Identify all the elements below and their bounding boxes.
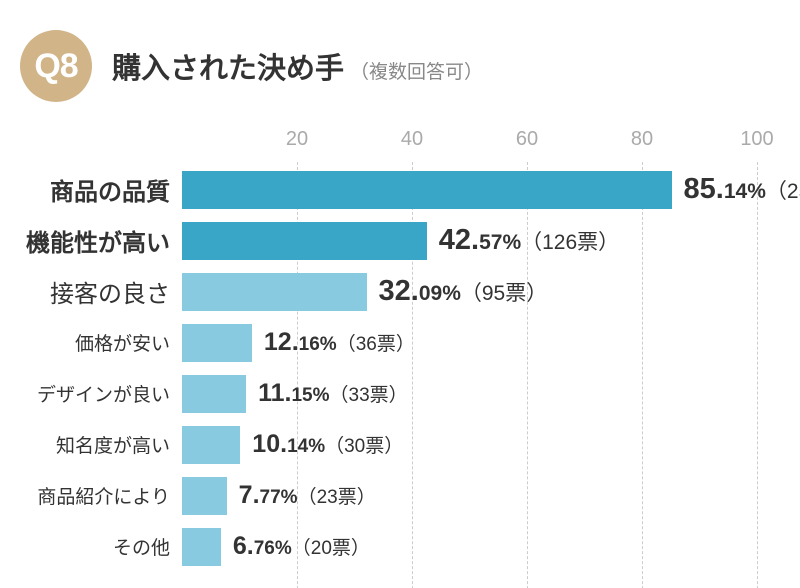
row-label: 接客の良さ: [50, 274, 182, 309]
bar: [182, 528, 221, 566]
percent-fraction: 09%: [419, 282, 461, 306]
votes-count: （20票）: [292, 533, 370, 560]
axis-tick: 40: [401, 128, 423, 151]
votes-count: （30票）: [325, 431, 403, 458]
row-label: 機能性が高い: [26, 223, 182, 258]
percent-integer: 12.: [264, 328, 299, 357]
chart-row: 価格が安い12.16%（36票）: [182, 317, 760, 368]
value-label: 12.16%（36票）: [264, 328, 415, 357]
votes-count: （33票）: [330, 380, 408, 407]
bar: [182, 222, 427, 260]
row-label: デザインが良い: [37, 380, 182, 407]
title-subtitle: （複数回答可）: [350, 57, 483, 84]
votes-count: （36票）: [337, 329, 415, 356]
x-axis: 20406080100: [182, 128, 760, 162]
percent-integer: 32.: [379, 275, 419, 308]
votes-count: （23票）: [298, 482, 376, 509]
row-label: その他: [113, 533, 182, 560]
votes-count: （252票）: [766, 175, 800, 205]
chart-row: 機能性が高い42.57%（126票）: [182, 215, 760, 266]
percent-fraction: 16%: [299, 334, 337, 356]
question-header: Q8 購入された決め手 （複数回答可）: [0, 0, 800, 128]
chart-row: デザインが良い11.15%（33票）: [182, 368, 760, 419]
value-label: 7.77%（23票）: [239, 481, 376, 510]
question-badge: Q8: [20, 30, 92, 102]
bar: [182, 273, 367, 311]
percent-fraction: 15%: [291, 385, 329, 407]
row-label: 価格が安い: [75, 329, 182, 356]
bar: [182, 171, 672, 209]
chart-rows: 商品の品質85.14%（252票）機能性が高い42.57%（126票）接客の良さ…: [182, 162, 760, 572]
chart-row: 知名度が高い10.14%（30票）: [182, 419, 760, 470]
axis-tick: 80: [631, 128, 653, 151]
bar: [182, 324, 252, 362]
question-title: 購入された決め手 （複数回答可）: [112, 45, 483, 87]
bar: [182, 375, 246, 413]
percent-integer: 85.: [684, 173, 724, 206]
value-label: 85.14%（252票）: [684, 173, 800, 206]
percent-fraction: 14%: [724, 180, 766, 204]
bar: [182, 477, 227, 515]
axis-tick: 100: [740, 128, 773, 151]
bar-chart: 20406080100 商品の品質85.14%（252票）機能性が高い42.57…: [182, 128, 760, 572]
axis-tick: 60: [516, 128, 538, 151]
value-label: 32.09%（95票）: [379, 275, 548, 308]
percent-integer: 10.: [252, 430, 287, 459]
row-label: 商品の品質: [50, 172, 182, 207]
row-label: 知名度が高い: [56, 431, 182, 458]
percent-integer: 6.: [233, 532, 254, 561]
value-label: 10.14%（30票）: [252, 430, 403, 459]
percent-fraction: 77%: [260, 487, 298, 509]
percent-integer: 42.: [439, 224, 479, 257]
percent-fraction: 57%: [479, 231, 521, 255]
value-label: 6.76%（20票）: [233, 532, 370, 561]
bar: [182, 426, 240, 464]
axis-tick: 20: [286, 128, 308, 151]
chart-row: 接客の良さ32.09%（95票）: [182, 266, 760, 317]
value-label: 42.57%（126票）: [439, 224, 619, 257]
votes-count: （126票）: [521, 226, 619, 256]
chart-row: 商品紹介により7.77%（23票）: [182, 470, 760, 521]
question-badge-text: Q8: [34, 47, 77, 86]
chart-row: その他6.76%（20票）: [182, 521, 760, 572]
votes-count: （95票）: [461, 277, 547, 307]
row-label: 商品紹介により: [37, 482, 182, 509]
title-main: 購入された決め手: [112, 45, 344, 87]
value-label: 11.15%（33票）: [258, 379, 408, 408]
percent-fraction: 76%: [254, 538, 292, 560]
chart-row: 商品の品質85.14%（252票）: [182, 164, 760, 215]
percent-integer: 7.: [239, 481, 260, 510]
percent-fraction: 14%: [287, 436, 325, 458]
percent-integer: 11.: [258, 379, 291, 408]
